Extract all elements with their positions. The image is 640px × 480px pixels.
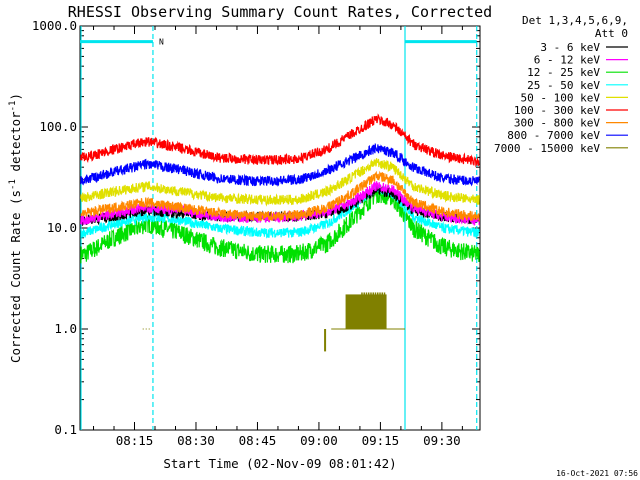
x-axis-label: Start Time (02-Nov-09 08:01:42)	[163, 456, 396, 471]
chart-title: RHESSI Observing Summary Count Rates, Co…	[68, 3, 492, 21]
y-tick-label: 1.0	[54, 321, 77, 336]
series-line	[80, 143, 480, 187]
y-tick-label: 100.0	[39, 119, 77, 134]
series-25-50keV	[80, 182, 480, 239]
plot-area: 0.1 1.0 10.0 100.0 1000.0 08:15 08:30 08:45 09:0…	[32, 18, 481, 448]
legend-entry-label: 7000 - 15000 keV	[494, 142, 600, 155]
legend-entry-label: 6 - 12 keV	[534, 54, 601, 67]
legend-entry-label: 12 - 25 keV	[527, 66, 600, 79]
legend-entry-label: 25 - 50 keV	[527, 79, 600, 92]
legend-entry-label: 3 - 6 keV	[540, 41, 600, 54]
legend-entry-label: 100 - 300 keV	[514, 104, 600, 117]
y-tick-label: 10.0	[47, 220, 77, 235]
series-line	[80, 113, 480, 168]
x-tick-label: 09:15	[362, 433, 400, 448]
series-300-800keV	[80, 170, 480, 222]
y-axis-label: Corrected Count Rate (s-1 detector-1)	[8, 93, 23, 363]
series-line	[80, 158, 480, 207]
timestamp: 16-Oct-2021 07:56	[556, 469, 638, 478]
x-tick-label: 08:15	[116, 433, 154, 448]
series-7000-15000keV	[142, 292, 405, 352]
x-tick-label: 08:30	[177, 433, 215, 448]
legend-header: Att 0	[595, 27, 628, 40]
series-50-100keV	[80, 158, 480, 207]
legend-entry-label: 800 - 7000 keV	[507, 129, 600, 142]
x-tick-label: 09:00	[300, 433, 338, 448]
y-tick-label: 1000.0	[32, 18, 77, 33]
legend-entry-label: 300 - 800 keV	[514, 117, 600, 130]
series-800-7000keV	[80, 143, 480, 187]
night-marker-label: N	[159, 38, 164, 47]
x-tick-label: 09:30	[423, 433, 461, 448]
legend-header: Det 1,3,4,5,6,9,	[522, 14, 628, 27]
x-tick-label: 08:45	[239, 433, 277, 448]
y-tick-label: 0.1	[54, 422, 77, 437]
series-line	[80, 182, 480, 239]
series-line	[80, 170, 480, 222]
series-100-300keV	[80, 113, 480, 168]
legend-entry-label: 50 - 100 keV	[521, 91, 601, 104]
